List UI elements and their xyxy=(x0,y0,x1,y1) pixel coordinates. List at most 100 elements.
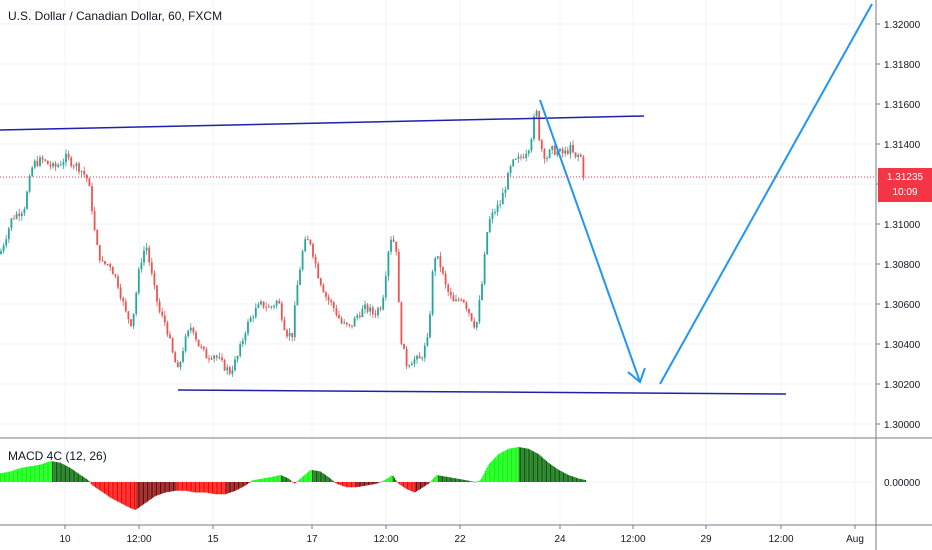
macd-bar xyxy=(10,471,12,482)
candle-body xyxy=(486,232,489,255)
candle-body xyxy=(49,164,52,167)
macd-bar xyxy=(96,482,98,489)
macd-bar xyxy=(470,481,472,482)
macd-bar xyxy=(351,482,353,488)
candle-body xyxy=(436,256,439,259)
macd-bar xyxy=(227,482,229,494)
macd-bar xyxy=(232,482,234,492)
macd-bar xyxy=(449,477,451,482)
macd-bar xyxy=(447,476,449,482)
macd-bar xyxy=(455,478,457,482)
macd-bar xyxy=(406,482,408,490)
macd-bar xyxy=(339,482,341,485)
macd-bar xyxy=(547,462,549,482)
candle-body xyxy=(444,273,447,285)
macd-bar xyxy=(331,479,333,482)
macd-bar xyxy=(412,482,414,492)
macd-bar xyxy=(530,450,532,482)
candle-body xyxy=(210,358,213,360)
macd-bar xyxy=(349,482,351,488)
macd-bar xyxy=(445,476,447,482)
macd-bar xyxy=(145,482,147,503)
macd-bar xyxy=(581,479,583,482)
macd-bar xyxy=(358,482,360,487)
candle-body xyxy=(65,153,67,163)
macd-bar xyxy=(166,482,168,493)
macd-bar xyxy=(184,482,186,491)
candle-body xyxy=(153,273,156,286)
macd-bar xyxy=(388,477,390,482)
candle-body xyxy=(449,291,452,296)
candle-body xyxy=(57,164,60,167)
up-projection-line[interactable] xyxy=(659,3,873,385)
candle-body xyxy=(530,139,533,151)
candle-body xyxy=(257,304,260,308)
macd-bar xyxy=(542,457,544,482)
macd-bar xyxy=(162,482,164,494)
macd-bar xyxy=(91,482,93,485)
candle-body xyxy=(273,305,275,307)
macd-bar xyxy=(400,482,402,486)
macd-bar xyxy=(538,454,540,482)
macd-bar xyxy=(122,482,124,505)
macd-bar xyxy=(399,482,401,485)
candle-body xyxy=(447,284,450,292)
macd-bar xyxy=(133,482,135,510)
candle-body xyxy=(525,153,528,159)
candle-body xyxy=(195,332,197,340)
macd-bar xyxy=(579,478,581,482)
macd-bar xyxy=(223,482,225,495)
candle-body xyxy=(366,304,369,312)
macd-bar xyxy=(383,480,385,482)
macd-bar xyxy=(518,447,520,482)
candle-body xyxy=(158,301,161,312)
candle-body xyxy=(434,258,437,272)
candle-body xyxy=(338,315,340,319)
macd-bar xyxy=(44,463,46,482)
time-tick-label: 12:00 xyxy=(620,534,645,545)
macd-bar xyxy=(53,461,55,482)
price-axis[interactable]: 1.320001.318001.316001.314001.312001.310… xyxy=(876,20,921,489)
macd-bar xyxy=(544,459,546,482)
macd-bar xyxy=(520,447,522,482)
candle-body xyxy=(319,278,322,285)
macd-bar xyxy=(3,472,5,482)
candle-body xyxy=(405,348,408,367)
candle-body xyxy=(114,274,117,277)
upper-trendline[interactable] xyxy=(0,115,645,131)
time-tick-label: 17 xyxy=(306,534,318,545)
candle-body xyxy=(429,314,431,338)
macd-bar xyxy=(341,482,343,486)
macd-bar xyxy=(283,476,285,482)
macd-bar xyxy=(78,473,80,482)
candle-body xyxy=(267,306,270,308)
macd-bar xyxy=(313,470,315,482)
macd-bar xyxy=(245,482,247,485)
candle-body xyxy=(205,349,208,359)
candle-body xyxy=(392,239,395,242)
macd-bar xyxy=(549,464,551,482)
macd-bar xyxy=(553,466,555,482)
macd-bar xyxy=(364,482,366,486)
candle-body xyxy=(179,361,182,368)
macd-bar xyxy=(97,482,99,490)
macd-bar xyxy=(109,482,111,498)
time-tick-label: 12:00 xyxy=(373,534,398,545)
macd-bar xyxy=(477,481,479,482)
candle-body xyxy=(234,359,236,371)
macd-bar xyxy=(9,471,11,482)
candle-body xyxy=(150,262,153,274)
price-tick-label: 1.30600 xyxy=(884,300,921,311)
time-axis[interactable]: 10 12:00 15 17 12:00 22 24 12:00 29 12:00 Aug xyxy=(59,525,864,545)
lower-trendline[interactable] xyxy=(177,389,787,395)
candle-body xyxy=(379,308,382,310)
down-arrow-line[interactable] xyxy=(539,99,641,383)
macd-histogram xyxy=(0,447,587,510)
macd-bar xyxy=(7,471,9,482)
macd-bar xyxy=(267,477,269,482)
macd-bar xyxy=(1,473,3,482)
candle-body xyxy=(28,176,31,192)
candle-body xyxy=(75,163,78,167)
macd-bar xyxy=(19,468,21,482)
